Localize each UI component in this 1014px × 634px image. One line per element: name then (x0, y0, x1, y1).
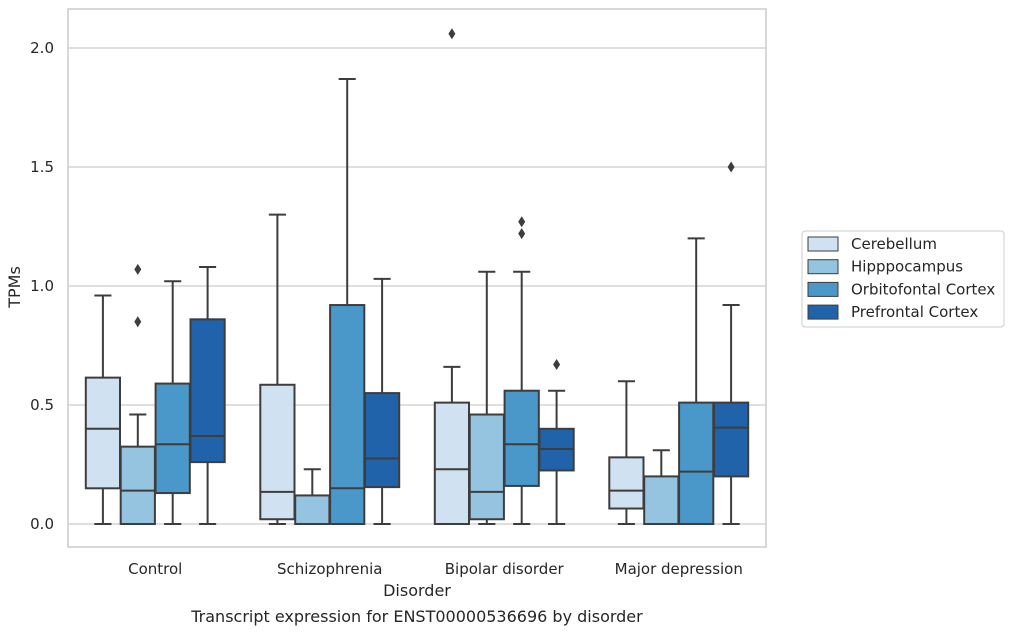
y-axis-ticks: 0.0 0.5 1.0 1.5 2.0 (30, 39, 54, 533)
y-tick-label: 1.0 (30, 277, 54, 295)
box-groups (84, 28, 750, 526)
y-tick-label: 0.0 (30, 515, 54, 533)
outlier-point (727, 161, 735, 173)
legend-swatch (807, 281, 839, 297)
box-iqr (678, 401, 715, 525)
box-iqr (259, 383, 296, 521)
box-iqr (503, 389, 540, 487)
box-iqr (329, 304, 366, 526)
legend-swatch (807, 236, 839, 252)
box-iqr (84, 376, 122, 490)
box-iqr (154, 382, 191, 495)
legend-swatch (807, 259, 839, 275)
x-axis-ticks: Control Schizophrenia Bipolar disorder Majo… (128, 560, 743, 578)
legend: Cerebellum Hipppocampus Orbitofontal Corte… (801, 230, 1005, 328)
box-iqr (119, 445, 156, 525)
box-hipppocampus (294, 468, 331, 526)
box-orbitofontal-cortex (503, 216, 540, 525)
legend-label: Prefrontal Cortex (851, 303, 978, 321)
outlier-point (448, 28, 456, 40)
x-tick-label: Major depression (615, 560, 743, 578)
x-tick-label: Schizophrenia (277, 560, 382, 578)
chart-caption: Transcript expression for ENST0000053669… (190, 607, 643, 626)
plot-area-frame (67, 8, 767, 548)
box-iqr (363, 392, 401, 489)
outlier-point (553, 359, 561, 371)
box-orbitofontal-cortex (678, 237, 715, 525)
box-iqr (294, 494, 331, 526)
x-tick-label: Control (128, 560, 182, 578)
box-cerebellum (259, 213, 296, 525)
box-iqr (608, 456, 645, 510)
outlier-point (134, 316, 142, 328)
box-iqr (643, 475, 680, 525)
legend-label: Hipppocampus (851, 258, 963, 276)
x-tick-label: Bipolar disorder (445, 560, 565, 578)
outlier-point (518, 228, 526, 240)
legend-frame (801, 230, 1005, 328)
box-cerebellum (608, 380, 645, 525)
box-cerebellum (84, 294, 122, 525)
legend-label: Cerebellum (851, 235, 937, 253)
y-axis-title: TPMs (5, 266, 24, 309)
box-iqr (712, 401, 750, 478)
box-prefrontal-cortex (363, 277, 401, 525)
legend-label: Orbitofontal Cortex (851, 280, 995, 298)
box-orbitofontal-cortex (329, 77, 366, 526)
box-hipppocampus (643, 449, 680, 525)
box-iqr (433, 401, 471, 525)
y-tick-label: 2.0 (30, 39, 54, 57)
box-orbitofontal-cortex (154, 280, 191, 525)
box-hipppocampus (119, 263, 156, 525)
legend-swatch (807, 304, 839, 320)
box-prefrontal-cortex (189, 265, 226, 525)
x-axis-title: Disorder (383, 581, 451, 600)
box-cerebellum (433, 28, 471, 525)
outlier-point (134, 263, 142, 275)
box-prefrontal-cortex (538, 359, 575, 525)
box-iqr (189, 318, 226, 464)
y-tick-label: 0.5 (30, 396, 54, 414)
y-tick-label: 1.5 (30, 158, 54, 176)
box-iqr (468, 413, 505, 521)
box-hipppocampus (468, 270, 505, 525)
box-prefrontal-cortex (712, 161, 750, 525)
outlier-point (518, 216, 526, 228)
